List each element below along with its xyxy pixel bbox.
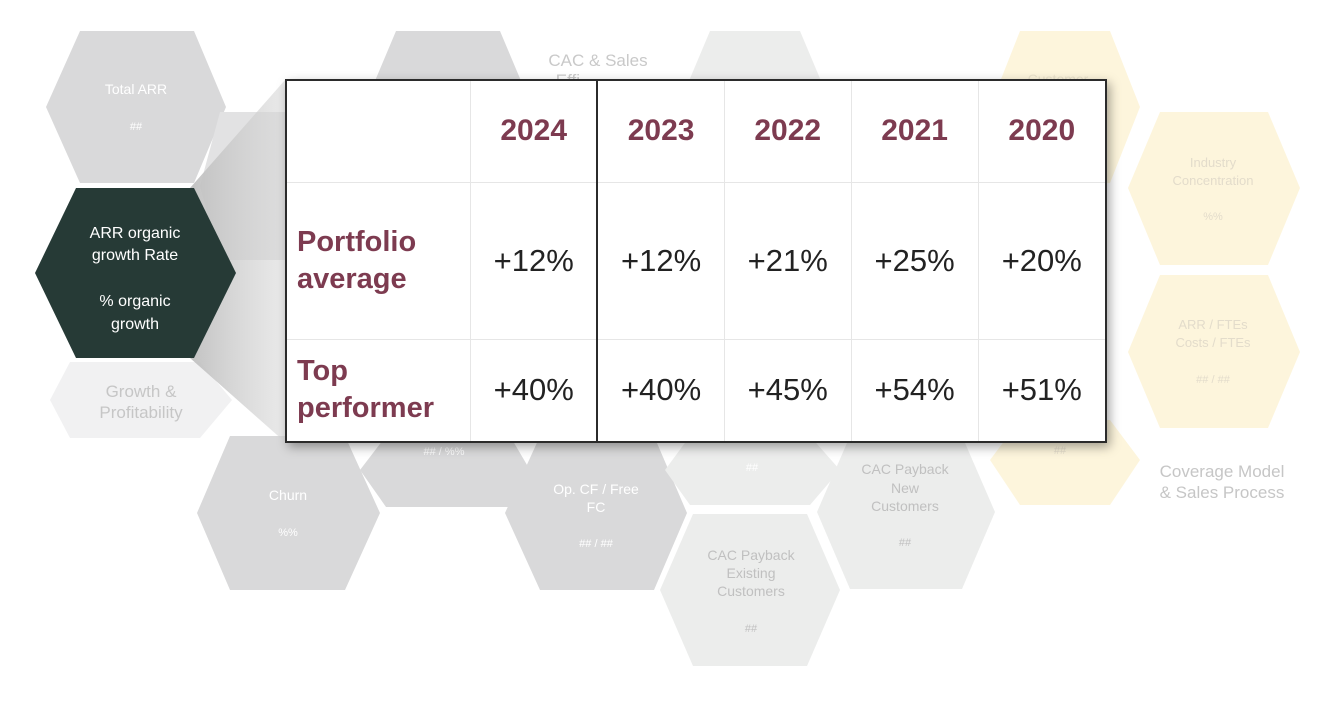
- cac-new-line1: CAC Payback: [861, 461, 949, 477]
- churn-title: Churn: [269, 487, 307, 503]
- cac-new-line3: Customers: [871, 498, 939, 514]
- year-header: 2024: [470, 81, 598, 183]
- total-arr-title: Total ARR: [105, 81, 167, 97]
- table-cell: +54%: [850, 338, 979, 441]
- hex-arr-organic-growth[interactable]: [35, 188, 236, 358]
- table-row: Portfolio average +12% +12% +21% +25% +2…: [287, 181, 1105, 340]
- arr-organic-line4: growth: [111, 316, 159, 333]
- arr-organic-line2: growth Rate: [92, 247, 178, 264]
- arr-organic-line3: % organic: [99, 293, 170, 310]
- op-cf-value: ## / ##: [579, 538, 614, 550]
- row-label-line2: average: [297, 262, 407, 295]
- hidden-hash-value: ##: [746, 462, 759, 474]
- cac-new-line2: New: [891, 480, 920, 496]
- industry-line2: Concentration: [1173, 173, 1254, 188]
- hex-industry[interactable]: [1128, 112, 1300, 265]
- op-cf-line2: FC: [587, 499, 606, 515]
- churn-value: %%: [278, 527, 298, 539]
- table-cell: +40%: [596, 338, 725, 441]
- hex-cac-existing[interactable]: [660, 514, 840, 666]
- table-cell: +21%: [723, 181, 852, 340]
- arr-ftes-value: ## / ##: [1196, 374, 1231, 386]
- growth-table: 2024 2023 2022 2021 2020 Portfolio avera…: [287, 81, 1105, 441]
- arr-ftes-line2: Costs / FTEs: [1175, 335, 1251, 350]
- growth-table-card: 2024 2023 2022 2021 2020 Portfolio avera…: [285, 79, 1107, 443]
- arr-ftes-line1: ARR / FTEs: [1178, 317, 1248, 332]
- table-cell: +25%: [850, 181, 979, 340]
- table-cell: +51%: [977, 338, 1105, 441]
- coverage-line2: & Sales Process: [1160, 483, 1285, 502]
- arr-organic-line1: ARR organic: [90, 225, 181, 242]
- growth-profitability-line1: Growth &: [106, 382, 178, 401]
- cac-existing-line1: CAC Payback: [707, 547, 795, 563]
- table-cell: +45%: [723, 338, 852, 441]
- industry-line1: Industry: [1190, 155, 1237, 170]
- year-header: 2020: [977, 81, 1105, 183]
- total-arr-value: ##: [130, 121, 143, 133]
- table-corner: [287, 81, 471, 183]
- hex-op-cf[interactable]: [505, 436, 687, 590]
- hex-arr-ftes[interactable]: [1128, 275, 1300, 428]
- zoom-shade: [190, 80, 285, 442]
- year-header: 2022: [723, 81, 852, 183]
- table-cell: +12%: [470, 181, 598, 340]
- table-cell: +20%: [977, 181, 1105, 340]
- year-header: 2021: [850, 81, 979, 183]
- hex-growth-profitability[interactable]: [50, 362, 232, 438]
- row-label: Portfolio average: [287, 181, 471, 340]
- hex-churn[interactable]: [197, 436, 380, 590]
- hidden-ratio-value: ## / %%: [424, 446, 465, 458]
- hex-total-arr[interactable]: [46, 31, 226, 183]
- hex-hidden-ratio[interactable]: [360, 436, 530, 507]
- table-cell: +12%: [596, 181, 725, 340]
- row-label-line2: performer: [297, 392, 434, 425]
- coverage-line1: Coverage Model: [1160, 462, 1285, 481]
- cac-sales-line1: CAC & Sales: [548, 51, 647, 70]
- row-label: Top performer: [287, 338, 471, 441]
- cac-existing-line2: Existing: [726, 565, 775, 581]
- hex-cac-new[interactable]: [817, 436, 995, 589]
- hex-hidden-hash[interactable]: [665, 436, 840, 505]
- table-row: Top performer +40% +40% +45% +54% +51%: [287, 338, 1105, 441]
- cac-new-value: ##: [899, 537, 912, 549]
- growth-profitability-line2: Profitability: [99, 403, 183, 422]
- row-label-line1: Top: [297, 355, 348, 388]
- right-hash-value: ##: [1054, 445, 1067, 457]
- table-cell: +40%: [470, 338, 598, 441]
- cac-existing-value: ##: [745, 623, 758, 635]
- industry-value: %%: [1203, 211, 1223, 223]
- row-label-line1: Portfolio: [297, 225, 417, 258]
- op-cf-line1: Op. CF / Free: [553, 481, 639, 497]
- cac-existing-line3: Customers: [717, 583, 785, 599]
- table-header-row: 2024 2023 2022 2021 2020: [287, 81, 1105, 183]
- year-header: 2023: [596, 81, 725, 183]
